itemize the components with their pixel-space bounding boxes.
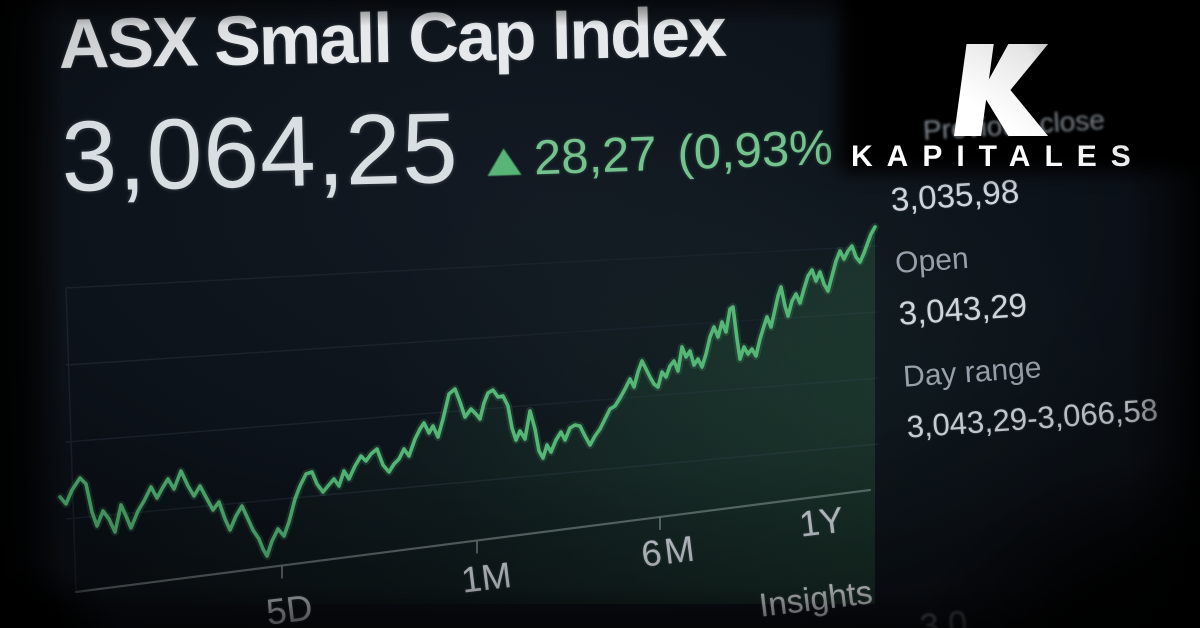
open-value: 3,043,29 (897, 285, 1029, 332)
range-tab-1y[interactable]: 1Y (797, 498, 846, 545)
kapitales-brand-text: KAPITALES (851, 140, 1145, 173)
index-price: 3,064,25 (60, 91, 460, 213)
index-title: ASX Small Cap Index (58, 0, 726, 83)
change-percent: (0,93% (676, 120, 834, 181)
day-range-label: Day range (902, 351, 1043, 394)
clipped-value-fragment: 3,0 (918, 604, 969, 628)
kapitales-k-icon (954, 44, 1049, 136)
up-arrow-icon (486, 147, 522, 176)
range-tab-5d[interactable]: 5D (264, 586, 315, 628)
range-tab-1m[interactable]: 1M (459, 553, 514, 601)
range-tab-6m[interactable]: 6M (639, 527, 700, 575)
change-value: 28,27 (533, 127, 658, 186)
open-label: Open (894, 241, 970, 280)
